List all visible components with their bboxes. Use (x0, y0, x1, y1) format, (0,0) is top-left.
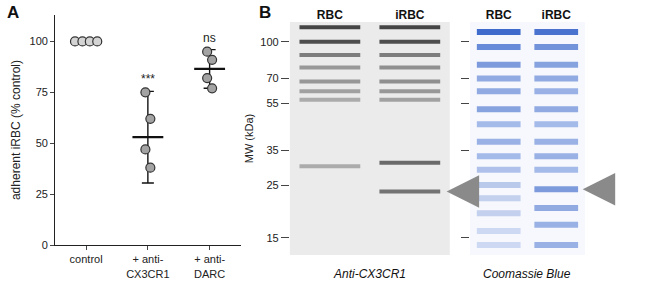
svg-text:0: 0 (42, 239, 48, 251)
svg-text:RBC: RBC (486, 8, 512, 22)
svg-text:iRBC: iRBC (395, 8, 425, 22)
svg-text:A: A (7, 3, 19, 22)
svg-text:control: control (70, 253, 103, 265)
svg-text:+ anti-DARC: + anti-DARC (194, 253, 225, 279)
svg-text:MW (kDa): MW (kDa) (243, 114, 255, 164)
svg-text:100: 100 (30, 35, 48, 47)
svg-text:35: 35 (266, 144, 278, 156)
svg-text:100: 100 (260, 36, 278, 48)
svg-text:RBC: RBC (317, 8, 343, 22)
svg-text:***: *** (141, 72, 155, 86)
svg-text:+ anti-CX3CR1: + anti-CX3CR1 (126, 253, 169, 279)
svg-text:Coomassie Blue: Coomassie Blue (483, 267, 571, 281)
svg-text:55: 55 (266, 97, 278, 109)
svg-text:75: 75 (36, 86, 48, 98)
svg-text:iRBC: iRBC (542, 8, 572, 22)
svg-text:15: 15 (266, 232, 278, 244)
svg-text:25: 25 (266, 179, 278, 191)
svg-text:25: 25 (36, 188, 48, 200)
svg-text:B: B (259, 3, 271, 22)
svg-text:50: 50 (36, 137, 48, 149)
svg-text:Anti-CX3CR1: Anti-CX3CR1 (333, 267, 406, 281)
svg-text:70: 70 (266, 72, 278, 84)
svg-text:ns: ns (203, 31, 216, 45)
svg-text:adherent iRBC (% control): adherent iRBC (% control) (9, 60, 23, 200)
